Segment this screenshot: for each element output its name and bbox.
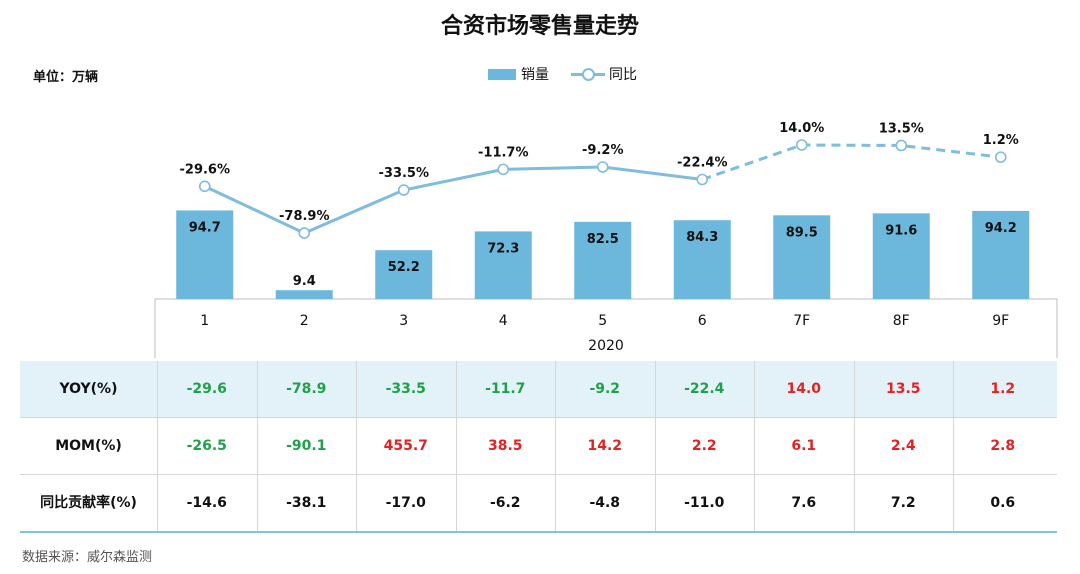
yoy-point: [198, 180, 211, 193]
bar: [773, 215, 831, 299]
legend-line-label: 同比: [609, 67, 637, 83]
x-tick-label: 8F: [893, 313, 910, 329]
bar-value-label: 91.6: [885, 223, 917, 238]
x-axis-year-label: 2020: [588, 338, 624, 354]
table-row: YOY(%) -29.6 -78.9 -33.5 -11.7 -9.2 -22.4 14.0 1…: [20, 361, 1057, 418]
table-cell: 13.5: [854, 361, 954, 417]
x-tick-label: 5: [598, 313, 607, 329]
table-cell: 2.4: [854, 418, 954, 474]
yoy-point: [696, 173, 709, 186]
table-cell: -90.1: [257, 418, 357, 474]
yoy-point: [397, 184, 410, 196]
bar: [275, 290, 333, 299]
yoy-value-label: -9.2%: [582, 143, 623, 158]
yoy-line-actual: [204, 165, 703, 235]
table-cell: -38.1: [257, 475, 357, 531]
x-tick-label: 7F: [793, 313, 810, 329]
yoy-value-label: -11.7%: [478, 145, 529, 160]
unit-label: 单位：万辆: [33, 70, 99, 85]
yoy-point: [497, 163, 510, 176]
yoy-point: [298, 227, 311, 239]
yoy-point: [596, 161, 609, 173]
yoy-value-label: -33.5%: [379, 166, 430, 181]
x-tick-label: 3: [399, 313, 408, 329]
yoy-line-forecast: [701, 143, 1001, 181]
table-cell: 38.5: [456, 418, 556, 474]
table-cell: -26.5: [157, 418, 258, 474]
table-cell: -17.0: [356, 475, 457, 531]
chart-title: 合资市场零售量走势: [440, 14, 639, 39]
x-tick-label: 6: [698, 313, 707, 329]
bar: [375, 250, 433, 299]
yoy-point: [795, 139, 808, 151]
yoy-value-label: 1.2%: [983, 133, 1019, 148]
bar-value-label: 52.2: [388, 260, 420, 275]
bar-value-label: 94.7: [189, 220, 221, 235]
table-cell: -78.9: [257, 361, 357, 417]
x-tick-label: 1: [200, 313, 209, 329]
table-cell: -9.2: [555, 361, 656, 417]
x-tick-label: 4: [499, 313, 508, 329]
table-cell: -4.8: [555, 475, 656, 531]
table-cell: -11.7: [456, 361, 556, 417]
data-source: 数据来源：威尔森监测: [22, 550, 153, 565]
legend: 销量 同比: [488, 64, 637, 84]
legend-bar-swatch: [488, 68, 516, 80]
bar: [574, 221, 632, 299]
bar: [972, 210, 1030, 299]
table-cell: -14.6: [157, 475, 258, 531]
table-cell: 14.0: [754, 361, 855, 417]
table-cell: -33.5: [356, 361, 457, 417]
bar-value-label: 82.5: [587, 232, 619, 247]
bar: [872, 213, 930, 299]
bar-value-label: 72.3: [487, 241, 519, 256]
legend-bar-label: 销量: [521, 67, 549, 83]
x-tick-label: 9F: [992, 313, 1009, 329]
table-cell: 7.6: [754, 475, 855, 531]
table-row-header: MOM(%): [20, 418, 158, 474]
table-row-header: 同比贡献率(%): [20, 475, 158, 531]
table-cell: -29.6: [157, 361, 258, 417]
table-cell: 1.2: [990, 381, 1016, 397]
bar-value-label: 9.4: [293, 274, 316, 289]
yoy-point: [895, 139, 908, 152]
bar-value-label: 84.3: [686, 230, 718, 245]
table-cell: 6.1: [754, 418, 855, 474]
yoy-value-label: 13.5%: [879, 121, 924, 136]
legend-line-swatch: [571, 68, 605, 81]
bar-value-label: 89.5: [786, 225, 818, 240]
x-tick-label: 2: [300, 313, 309, 329]
table-cell: 14.2: [555, 418, 656, 474]
metrics-table: YOY(%) -29.6 -78.9 -33.5 -11.7 -9.2 -22.4 14.0 1…: [20, 361, 1057, 533]
yoy-value-label: -22.4%: [677, 156, 728, 171]
table-row: MOM(%) -26.5 -90.1 455.7 38.5 14.2 2.2 6.1 2.4 2.…: [20, 418, 1057, 475]
table-row-header: YOY(%): [20, 361, 158, 417]
table-cell: -6.2: [456, 475, 556, 531]
yoy-value-label: -78.9%: [279, 209, 330, 224]
bar: [673, 220, 731, 299]
table-cell: -22.4: [655, 361, 755, 417]
table-row: 同比贡献率(%) -14.6 -38.1 -17.0 -6.2 -4.8 -11.0 7.6 7…: [20, 475, 1057, 533]
table-cell: 455.7: [356, 418, 457, 474]
yoy-point: [994, 151, 1007, 163]
bar-value-label: 94.2: [985, 221, 1017, 236]
yoy-value-label: 14.0%: [779, 121, 824, 136]
table-cell: 2.8: [990, 438, 1016, 454]
table-cell: 0.6: [990, 495, 1016, 511]
table-cell: 2.2: [655, 418, 755, 474]
yoy-value-label: -29.6%: [180, 162, 231, 177]
bar: [176, 210, 234, 299]
table-cell: -11.0: [655, 475, 755, 531]
bar: [474, 231, 532, 299]
table-cell: 7.2: [854, 475, 954, 531]
